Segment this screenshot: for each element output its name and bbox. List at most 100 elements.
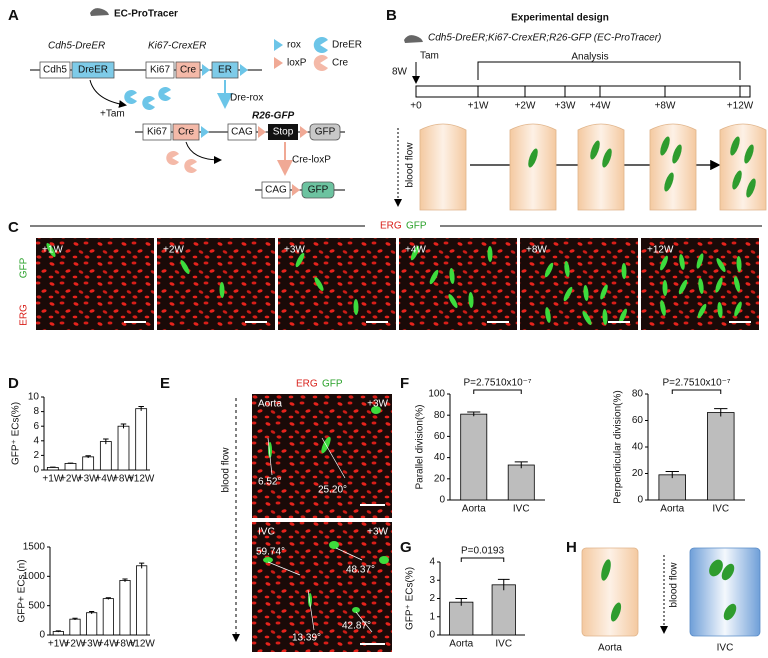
bar xyxy=(86,612,98,636)
angle-line xyxy=(267,561,301,576)
y-tick-label: 1500 xyxy=(23,542,46,553)
x-tick-label: +3W xyxy=(81,639,102,650)
allele-label: Ki67-CrexER xyxy=(148,41,206,52)
gfp-cell xyxy=(219,282,225,298)
x-tick-label: +12W xyxy=(128,474,155,485)
gfp-cell xyxy=(672,144,682,164)
vessel xyxy=(719,123,767,211)
flow-label: blood flow xyxy=(405,142,416,188)
dreer-icon xyxy=(124,90,137,104)
loxp-site xyxy=(300,126,308,138)
vessel xyxy=(577,123,625,211)
x-tick-label: Aorta xyxy=(449,639,473,650)
timeline-label: +2W xyxy=(515,101,536,112)
gene-box xyxy=(227,123,257,141)
bar xyxy=(82,456,95,471)
stain-label: ERG xyxy=(296,379,318,390)
image-label: IVC xyxy=(258,527,275,538)
vessel xyxy=(689,547,761,637)
gene-box xyxy=(261,181,291,199)
legend-label: DreER xyxy=(332,40,362,51)
x-tick-label: +4W xyxy=(95,474,116,485)
x-tick-label: IVC xyxy=(495,639,512,650)
microscopy-image xyxy=(520,238,638,330)
x-tick-label: IVC xyxy=(712,504,729,515)
bar xyxy=(69,618,81,636)
image-label: +3W xyxy=(367,527,388,538)
x-tick-label: +3W xyxy=(78,474,99,485)
angle-label: 13.39° xyxy=(292,633,321,644)
loxp-site xyxy=(292,184,300,196)
panel-letter: H xyxy=(566,539,577,556)
gene-box xyxy=(301,181,335,199)
timeline-label: +8W xyxy=(655,101,676,112)
microscopy-image xyxy=(36,238,154,330)
angle-line xyxy=(321,437,346,479)
gfp-cell xyxy=(263,557,273,563)
image-label: +3W xyxy=(367,399,388,410)
step-label: Cre-loxP xyxy=(292,155,331,166)
gfp-cell xyxy=(716,257,726,273)
dreer-icon xyxy=(142,96,155,111)
y-tick-label: 60 xyxy=(632,415,644,426)
y-axis-label: Perpendicular division(%) xyxy=(613,390,624,503)
angle-label: 42.87° xyxy=(342,621,371,632)
microscopy-image xyxy=(252,394,392,518)
significance-bracket xyxy=(460,557,505,562)
gene-label: GFP xyxy=(315,127,336,138)
image-label: +4W xyxy=(405,245,426,256)
gfp-cell xyxy=(371,406,381,414)
error-bar xyxy=(122,578,128,582)
bar xyxy=(99,441,112,471)
angle-line xyxy=(355,611,373,633)
y-tick-label: 0 xyxy=(33,465,39,476)
gfp-cell xyxy=(180,259,190,275)
angle-line xyxy=(267,437,273,476)
angle-line xyxy=(307,589,315,631)
gfp-cell xyxy=(448,293,458,309)
gene-box xyxy=(142,123,172,141)
y-tick-label: 2 xyxy=(429,593,435,604)
mouse-icon xyxy=(90,8,109,16)
y-tick-label: 100 xyxy=(428,389,445,400)
gfp-cell xyxy=(487,246,493,262)
dreer-icon xyxy=(158,86,171,101)
loxp-site xyxy=(258,126,266,138)
p-value: P=2.7510x10⁻⁷ xyxy=(463,378,531,389)
gene-label: Cdh5 xyxy=(43,65,67,76)
flow-label: blood flow xyxy=(669,562,680,608)
cre-icon xyxy=(166,151,179,166)
gene-box xyxy=(39,61,71,79)
vessel xyxy=(419,123,467,211)
y-tick-label: 8 xyxy=(33,406,39,417)
gfp-cell xyxy=(717,302,723,318)
error-bar xyxy=(85,455,91,458)
stain-label: ERG xyxy=(19,304,30,326)
stain-label: GFP xyxy=(406,221,427,232)
gene-label: ER xyxy=(218,65,232,76)
p-value: P=0.0193 xyxy=(461,546,505,557)
timeline-label: +3W xyxy=(555,101,576,112)
microscopy-image xyxy=(252,522,392,652)
gene-box xyxy=(172,123,200,141)
bar xyxy=(46,467,59,471)
bar xyxy=(658,474,686,501)
stain-label: ERG xyxy=(380,221,402,232)
y-tick-label: 3 xyxy=(429,575,435,586)
bar xyxy=(449,601,474,636)
gfp-cell xyxy=(660,136,670,156)
gene-label: Ki67 xyxy=(147,127,167,138)
arrow xyxy=(185,141,222,164)
legend-symbol xyxy=(274,39,283,51)
significance-bracket xyxy=(473,389,522,394)
gfp-cell xyxy=(610,602,622,622)
rox-site xyxy=(240,64,248,76)
panel-letter: G xyxy=(400,539,412,556)
x-tick-label: +2W xyxy=(60,474,81,485)
y-tick-label: 80 xyxy=(434,410,446,421)
gene-box xyxy=(268,124,298,140)
angle-label: 6.52° xyxy=(258,477,281,488)
y-tick-label: 0 xyxy=(439,495,445,506)
error-bar xyxy=(467,411,481,417)
